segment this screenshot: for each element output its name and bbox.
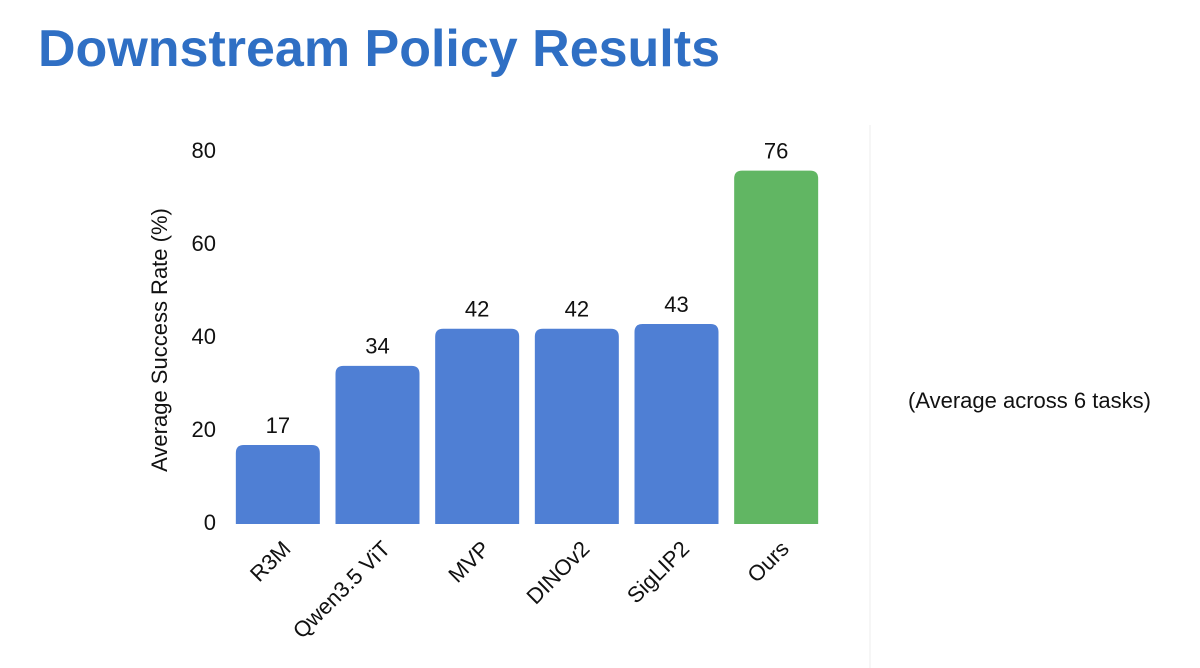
value-label: 42 xyxy=(465,297,489,322)
x-tick-label: MVP xyxy=(443,536,494,587)
bar xyxy=(734,170,819,524)
value-label: 42 xyxy=(565,297,589,322)
x-tick-label: R3M xyxy=(245,536,296,587)
slide-title: Downstream Policy Results xyxy=(38,20,720,78)
y-tick-label: 60 xyxy=(192,231,216,256)
x-tick-label: Qwen3.5 ViT xyxy=(288,536,395,643)
x-tick-label: Ours xyxy=(742,536,793,587)
bar xyxy=(534,328,619,524)
bar xyxy=(335,365,420,524)
y-tick-label: 80 xyxy=(192,138,216,163)
bar xyxy=(235,444,320,524)
bar xyxy=(435,328,520,524)
value-label: 34 xyxy=(365,334,389,359)
y-tick-label: 40 xyxy=(192,324,216,349)
annotation: (Average across 6 tasks) xyxy=(908,388,1151,413)
bar xyxy=(634,324,719,524)
y-tick-label: 0 xyxy=(204,510,216,535)
y-tick-label: 20 xyxy=(192,417,216,442)
value-label: 17 xyxy=(266,413,290,438)
x-tick-label: DINOv2 xyxy=(521,536,594,609)
value-label: 76 xyxy=(764,138,788,163)
y-axis-label: Average Success Rate (%) xyxy=(147,208,172,472)
value-label: 43 xyxy=(664,292,688,317)
x-tick-label: SigLIP2 xyxy=(622,536,694,608)
